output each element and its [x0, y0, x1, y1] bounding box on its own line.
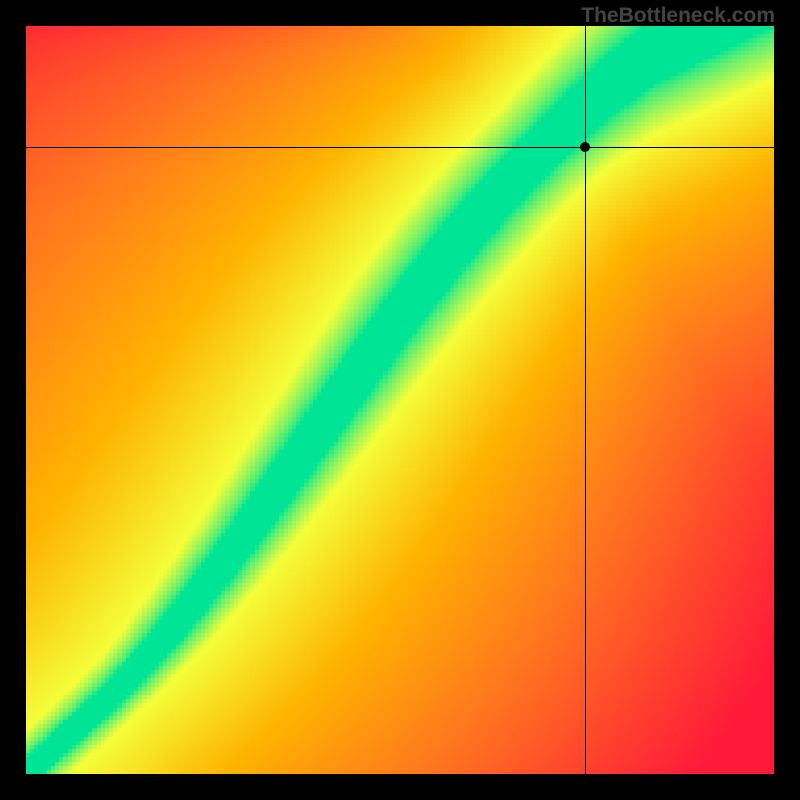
- chart-container: TheBottleneck.com: [0, 0, 800, 800]
- bottleneck-heatmap: [0, 0, 800, 800]
- crosshair-horizontal: [26, 147, 774, 148]
- watermark-text: TheBottleneck.com: [581, 4, 775, 28]
- crosshair-marker: [580, 142, 590, 152]
- crosshair-vertical: [585, 26, 586, 774]
